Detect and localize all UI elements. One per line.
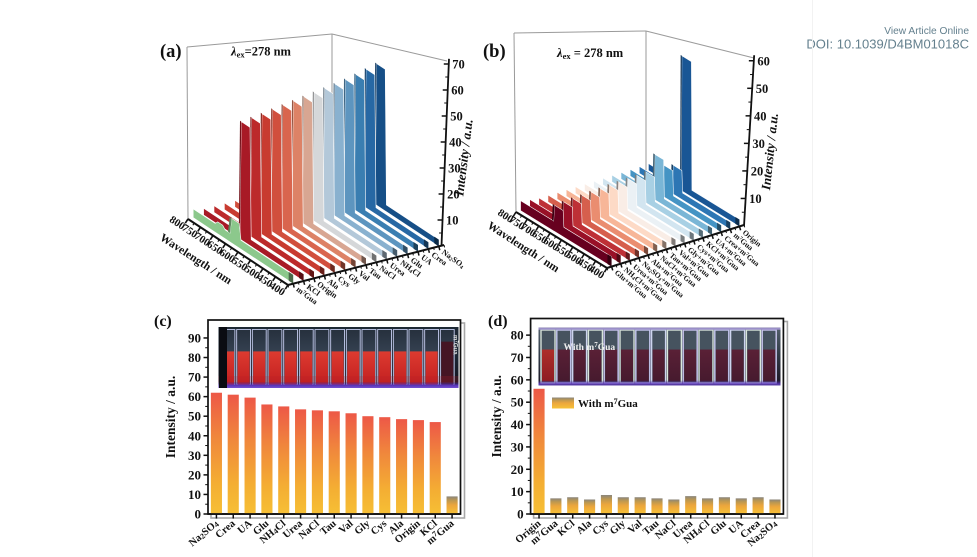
svg-text:10: 10 [188,487,201,502]
svg-text:70: 70 [188,370,201,385]
svg-text:20: 20 [447,188,460,202]
svg-text:30: 30 [752,137,765,151]
svg-text:10: 10 [446,214,459,228]
svg-text:With m7Gua: With m7Gua [578,397,638,410]
svg-text:30: 30 [188,448,201,463]
svg-text:(b): (b) [483,42,506,62]
svg-text:(a): (a) [160,42,182,62]
svg-text:0: 0 [195,507,202,522]
svg-text:70: 70 [452,58,465,72]
svg-text:40: 40 [188,428,201,443]
svg-text:30: 30 [448,162,461,176]
svg-text:80: 80 [511,328,524,343]
svg-text:20: 20 [511,462,524,477]
svg-text:40: 40 [449,136,462,150]
svg-text:Intensity / a.u.: Intensity / a.u. [489,375,504,458]
svg-text:λex = 278 nm: λex = 278 nm [556,46,624,61]
svg-text:60: 60 [451,84,464,98]
svg-text:DOI: 10.1039/D4BM01018C: DOI: 10.1039/D4BM01018C [806,37,969,52]
svg-text:λex=278 nm: λex=278 nm [230,45,292,60]
svg-text:90: 90 [188,330,201,345]
svg-text:View Article Online: View Article Online [884,26,969,37]
svg-text:60: 60 [511,372,524,387]
svg-text:10: 10 [749,192,762,206]
svg-text:30: 30 [511,439,524,454]
svg-text:m7Gua: m7Gua [452,335,460,355]
svg-text:40: 40 [511,417,524,432]
svg-text:With m7Gua: With m7Gua [564,341,616,353]
svg-text:20: 20 [751,164,764,178]
svg-text:80: 80 [188,350,201,365]
svg-text:60: 60 [757,54,770,68]
svg-text:70: 70 [511,350,524,365]
svg-text:10: 10 [511,484,524,499]
svg-text:60: 60 [188,389,201,404]
svg-text:(c): (c) [154,313,172,330]
svg-text:20: 20 [188,467,201,482]
svg-text:50: 50 [450,110,463,124]
svg-text:50: 50 [511,395,524,410]
svg-text:50: 50 [756,82,769,96]
svg-text:(d): (d) [488,313,508,330]
svg-text:50: 50 [188,409,201,424]
svg-text:0: 0 [517,507,524,522]
svg-text:Intensity / a.u.: Intensity / a.u. [163,376,178,459]
svg-text:40: 40 [754,109,767,123]
